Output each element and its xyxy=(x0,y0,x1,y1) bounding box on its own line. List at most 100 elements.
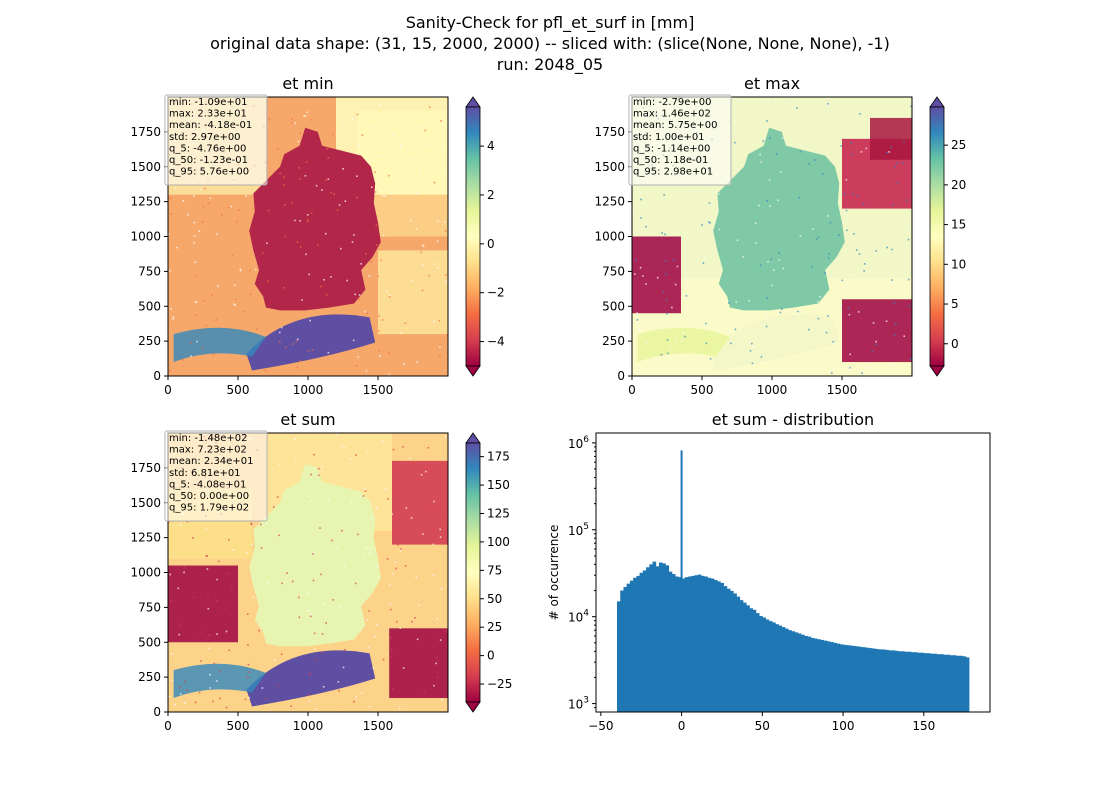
histogram-bar xyxy=(749,608,754,712)
heatmap-speckle xyxy=(216,633,218,635)
heatmap-speckle xyxy=(893,282,895,285)
colorbar-tick-label: 175 xyxy=(487,450,510,464)
histogram-bar xyxy=(626,583,631,712)
heatmap-speckle xyxy=(875,250,878,252)
heatmap-speckle xyxy=(260,547,263,549)
heatmap-speckle xyxy=(850,142,853,144)
histogram-bar xyxy=(794,632,799,712)
heatmap-speckle xyxy=(351,241,354,243)
heatmap-speckle xyxy=(893,302,895,304)
heatmap-speckle xyxy=(260,523,262,526)
heatmap-speckle xyxy=(179,686,182,689)
heatmap-speckle xyxy=(734,328,737,331)
heatmap-speckle xyxy=(300,246,302,248)
heatmap-speckle xyxy=(327,351,330,354)
histogram-bar xyxy=(878,649,883,712)
heatmap-speckle xyxy=(438,319,441,322)
heatmap-speckle xyxy=(310,613,312,616)
heatmap-speckle xyxy=(896,162,899,164)
heatmap-speckle xyxy=(366,618,369,621)
heatmap-speckle xyxy=(245,195,247,197)
heatmap-region xyxy=(392,460,448,545)
heatmap-speckle xyxy=(901,162,904,165)
heatmap-speckle xyxy=(344,447,346,449)
x-tick-label: 500 xyxy=(227,719,250,733)
heatmap-speckle xyxy=(283,184,286,186)
heatmap-speckle xyxy=(379,123,382,126)
heatmap-speckle xyxy=(409,457,412,460)
heatmap-speckle xyxy=(827,315,829,317)
colorbar-extend-max xyxy=(465,96,481,108)
heatmap-speckle xyxy=(294,219,296,222)
y-tick-label: 750 xyxy=(602,264,625,278)
y-tick-label: 1000 xyxy=(130,230,161,244)
heatmap-speckle xyxy=(894,165,896,168)
heatmap-speckle xyxy=(388,373,391,376)
heatmap-speckle xyxy=(841,279,844,282)
histogram-bar xyxy=(781,627,786,712)
heatmap-speckle xyxy=(297,140,300,143)
heatmap-speckle xyxy=(398,707,401,710)
heatmap-speckle xyxy=(392,463,395,466)
heatmap-speckle xyxy=(179,623,182,626)
histogram-bar xyxy=(649,564,653,712)
histogram-bar xyxy=(762,617,766,712)
heatmap-speckle xyxy=(312,553,314,555)
x-tick-label: 100 xyxy=(832,719,855,733)
heatmap-speckle xyxy=(330,276,332,278)
heatmap-speckle xyxy=(370,261,373,263)
histogram-bar xyxy=(862,647,867,712)
heatmap-speckle xyxy=(355,696,357,698)
heatmap-speckle xyxy=(666,339,669,341)
heatmap-speckle xyxy=(848,313,851,316)
heatmap-speckle xyxy=(366,312,368,314)
heatmap-speckle xyxy=(268,118,271,121)
histogram-bar xyxy=(846,645,850,712)
histogram-bar xyxy=(930,653,934,712)
heatmap-speckle xyxy=(174,187,177,189)
histogram-bar xyxy=(784,628,789,712)
histogram-bar xyxy=(710,578,715,712)
heatmap-speckle xyxy=(299,220,301,222)
heatmap-speckle xyxy=(871,350,873,353)
heatmap-region-germany xyxy=(249,463,381,647)
heatmap-speckle xyxy=(400,144,403,146)
heatmap-speckle xyxy=(278,534,280,537)
heatmap-speckle xyxy=(432,320,435,323)
heatmap-speckle xyxy=(358,294,361,296)
y-tick-label: 1750 xyxy=(130,125,161,139)
heatmap-speckle xyxy=(416,361,418,364)
colorbar-tick-label: 4 xyxy=(487,139,495,153)
heatmap-speckle xyxy=(170,197,172,199)
histogram-bar xyxy=(907,651,912,712)
heatmap-speckle xyxy=(312,579,315,582)
heatmap-speckle xyxy=(855,249,858,251)
heatmap-speckle xyxy=(765,325,768,328)
colorbar-tick-label: 150 xyxy=(487,478,510,492)
heatmap-speckle xyxy=(414,617,416,619)
heatmap-speckle xyxy=(321,626,324,629)
heatmap-speckle xyxy=(402,446,404,448)
heatmap-speckle xyxy=(634,273,636,275)
heatmap-speckle xyxy=(356,196,358,199)
heatmap-speckle xyxy=(199,631,202,633)
heatmap-speckle xyxy=(182,200,185,202)
heatmap-speckle xyxy=(325,293,328,296)
heatmap-speckle xyxy=(732,364,735,366)
heatmap-speckle xyxy=(376,244,378,246)
heatmap-speckle xyxy=(415,228,418,230)
heatmap-speckle xyxy=(849,353,851,356)
heatmap-speckle xyxy=(172,317,174,320)
histogram-bar xyxy=(652,561,657,712)
heatmap-region-germany xyxy=(249,127,381,311)
heatmap-speckle xyxy=(676,265,679,268)
heatmap-speckle xyxy=(236,220,238,223)
histogram-bar xyxy=(843,644,847,712)
histogram-bar xyxy=(826,641,831,712)
histogram-bar xyxy=(723,586,728,712)
heatmap-speckle xyxy=(850,114,852,116)
heatmap-speckle xyxy=(770,258,773,260)
heatmap-speckle xyxy=(640,192,642,194)
heatmap-speckle xyxy=(639,266,642,269)
histogram-bar xyxy=(901,651,905,712)
